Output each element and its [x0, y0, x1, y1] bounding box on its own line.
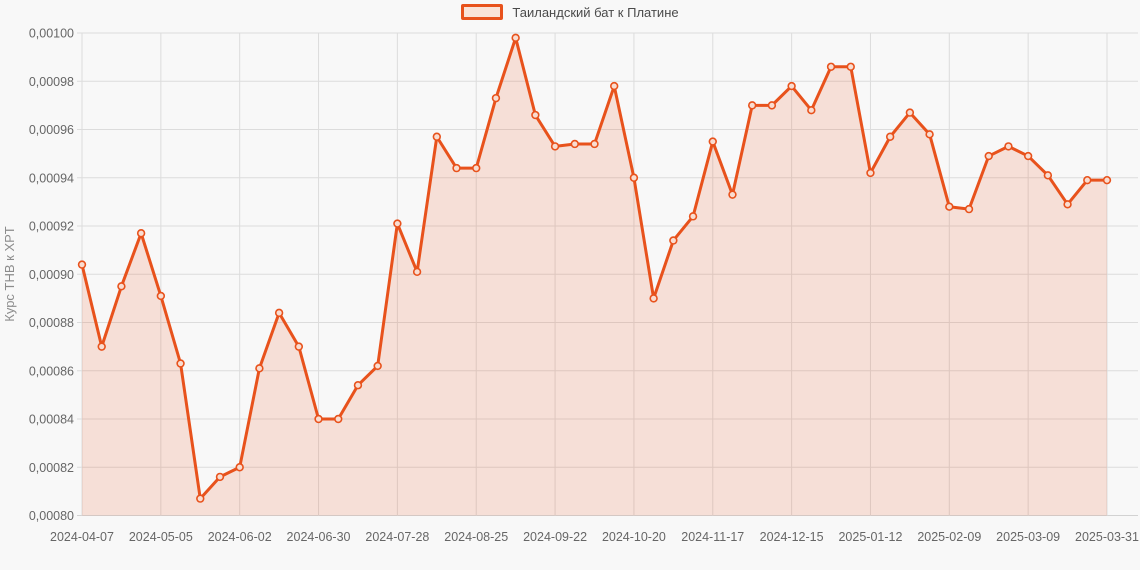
data-point-marker[interactable] — [511, 33, 520, 43]
data-point-marker[interactable] — [334, 414, 343, 424]
y-tick-label: 0,00080 — [29, 509, 74, 523]
x-tick-label: 2025-03-09 — [996, 530, 1060, 544]
data-point-marker[interactable] — [885, 132, 895, 141]
data-point-marker[interactable] — [550, 142, 560, 151]
data-point-marker[interactable] — [708, 137, 717, 146]
y-tick-label: 0,00086 — [29, 364, 74, 378]
data-point-marker[interactable] — [826, 62, 836, 71]
series-area — [82, 37, 1107, 516]
data-point-marker[interactable] — [274, 308, 284, 318]
data-point-marker[interactable] — [136, 229, 146, 238]
legend-swatch-icon — [461, 4, 504, 20]
data-point-marker[interactable] — [472, 163, 481, 173]
x-tick-label: 2024-04-07 — [50, 530, 114, 544]
y-tick-label: 0,00096 — [29, 123, 74, 137]
data-point-marker[interactable] — [866, 168, 875, 178]
data-point-marker[interactable] — [1043, 171, 1053, 180]
data-point-marker[interactable] — [1063, 200, 1072, 209]
y-tick-label: 0,00082 — [29, 461, 74, 475]
data-point-marker[interactable] — [196, 494, 205, 503]
data-point-marker[interactable] — [314, 414, 323, 424]
data-point-marker[interactable] — [945, 202, 954, 211]
data-point-marker[interactable] — [393, 219, 402, 228]
data-point-marker[interactable] — [156, 291, 166, 301]
y-tick-label: 0,00092 — [29, 220, 74, 234]
x-tick-label: 2024-12-15 — [760, 530, 824, 544]
data-point-marker[interactable] — [649, 294, 658, 303]
y-tick-label: 0,00090 — [29, 268, 74, 282]
y-tick-label: 0,00094 — [29, 171, 74, 185]
data-point-marker[interactable] — [846, 62, 855, 71]
data-point-marker[interactable] — [373, 361, 382, 371]
data-point-marker[interactable] — [432, 132, 442, 141]
data-point-marker[interactable] — [570, 139, 579, 149]
data-point-marker[interactable] — [669, 236, 678, 245]
data-point-marker[interactable] — [97, 342, 106, 351]
data-point-marker[interactable] — [984, 151, 993, 161]
data-point-marker[interactable] — [728, 190, 737, 199]
axis-labels-layer: 0,00100 0,00098 0,00096 0,00094 0,00092 0,000… — [29, 27, 1139, 545]
data-point-marker[interactable] — [531, 110, 540, 120]
y-tick-label: 0,00088 — [29, 316, 74, 330]
data-point-marker[interactable] — [925, 130, 934, 139]
data-point-marker[interactable] — [294, 342, 304, 351]
x-tick-label: 2025-01-12 — [838, 530, 902, 544]
x-tick-label: 2024-05-05 — [129, 530, 193, 544]
data-point-marker[interactable] — [412, 267, 422, 277]
x-tick-label: 2025-03-31 — [1075, 530, 1139, 544]
data-point-marker[interactable] — [77, 260, 87, 269]
x-tick-label: 2025-02-09 — [917, 530, 981, 544]
data-point-marker[interactable] — [590, 139, 599, 149]
data-point-marker[interactable] — [747, 101, 757, 110]
data-point-marker[interactable] — [117, 282, 126, 291]
y-tick-label: 0,00098 — [29, 75, 74, 89]
data-point-marker[interactable] — [235, 463, 244, 472]
x-tick-label: 2024-07-28 — [365, 530, 429, 544]
data-point-marker[interactable] — [215, 472, 225, 482]
y-axis-title: Курс THB к XPT — [2, 226, 17, 322]
x-tick-label: 2024-09-22 — [523, 530, 587, 544]
data-point-marker[interactable] — [964, 204, 974, 214]
data-point-marker[interactable] — [452, 163, 461, 173]
x-tick-label: 2024-10-20 — [602, 530, 666, 544]
data-point-marker[interactable] — [176, 359, 185, 368]
data-point-marker[interactable] — [353, 381, 363, 390]
data-point-marker[interactable] — [629, 173, 639, 182]
data-point-marker[interactable] — [255, 364, 264, 373]
grid-layer — [77, 32, 1138, 516]
legend: Таиландский бат к Платине — [0, 4, 1140, 20]
data-point-marker[interactable] — [1102, 175, 1112, 185]
data-point-marker[interactable] — [807, 105, 816, 115]
x-tick-label: 2024-06-02 — [208, 530, 272, 544]
data-point-marker[interactable] — [1004, 142, 1013, 151]
legend-label: Таиландский бат к Платине — [512, 4, 679, 20]
data-point-marker[interactable] — [688, 212, 698, 221]
series-layer[interactable] — [77, 33, 1112, 516]
legend-item[interactable]: Таиландский бат к Платине — [461, 4, 679, 20]
data-point-marker[interactable] — [491, 93, 501, 103]
y-tick-label: 0,00084 — [29, 413, 74, 427]
y-tick-label: 0,00100 — [29, 27, 74, 41]
data-point-marker[interactable] — [905, 108, 915, 117]
x-tick-label: 2024-06-30 — [287, 530, 351, 544]
data-point-marker[interactable] — [1023, 151, 1033, 161]
data-point-marker[interactable] — [787, 81, 796, 91]
data-point-marker[interactable] — [610, 81, 619, 91]
x-tick-label: 2024-08-25 — [444, 530, 508, 544]
data-point-marker[interactable] — [1083, 175, 1092, 185]
x-tick-label: 2024-11-17 — [681, 530, 744, 544]
data-point-marker[interactable] — [767, 101, 777, 110]
